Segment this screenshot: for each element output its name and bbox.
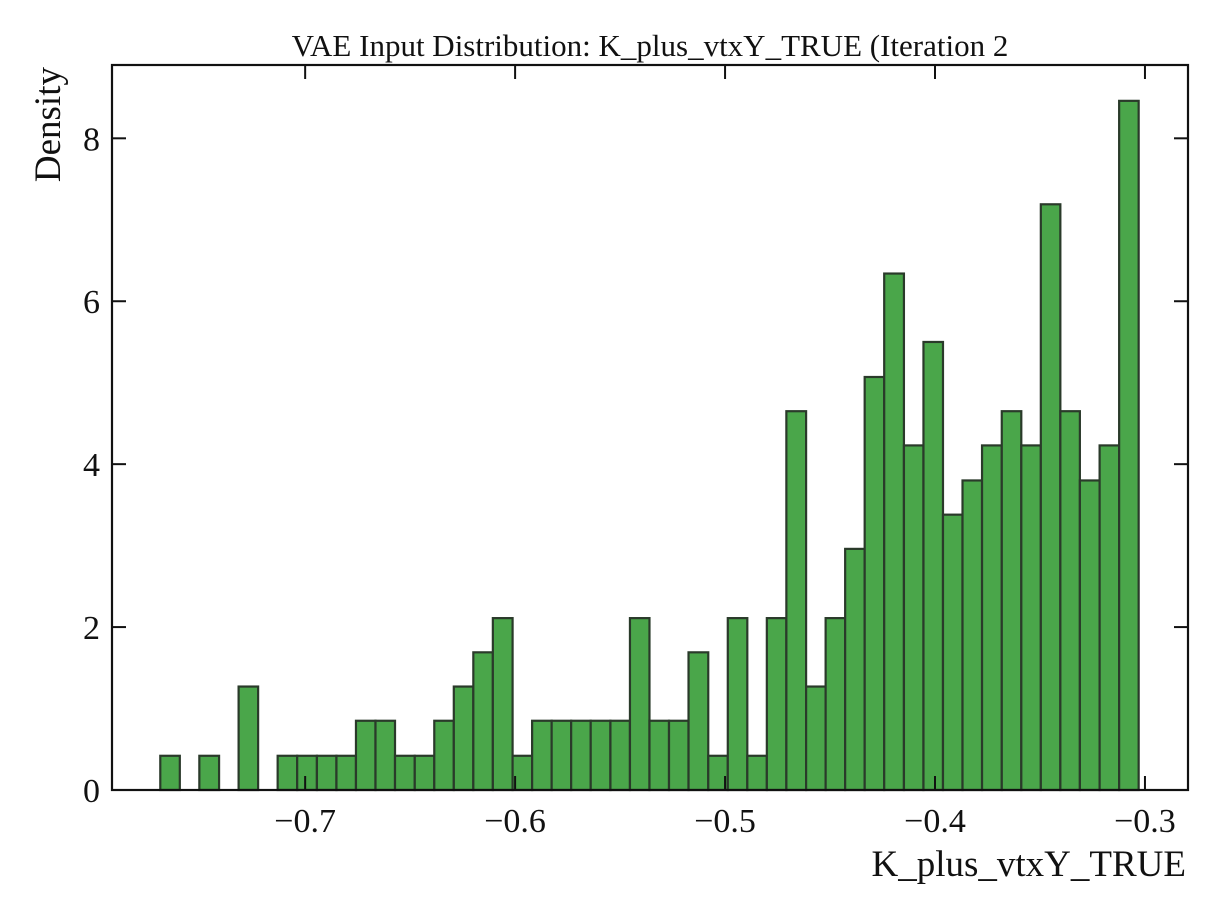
bar <box>648 719 671 792</box>
bar <box>667 719 690 792</box>
x-tick-label: −0.5 <box>694 803 756 840</box>
bar <box>159 754 181 792</box>
x-tick-label: −0.6 <box>484 803 546 840</box>
bar <box>1078 479 1101 792</box>
bar <box>922 340 945 792</box>
y-tick-label: 2 <box>83 610 100 647</box>
plot-frame <box>110 63 1190 792</box>
bar <box>628 617 651 792</box>
bar <box>335 754 358 792</box>
bar <box>804 685 827 792</box>
bar <box>1039 203 1062 792</box>
bar <box>550 719 573 792</box>
bar <box>941 513 964 792</box>
bar <box>1098 444 1121 792</box>
bar <box>765 617 788 792</box>
bar <box>726 617 749 792</box>
bar <box>276 754 299 792</box>
y-axis-label: Density <box>28 67 69 183</box>
bar <box>961 479 984 792</box>
chart-title: VAE Input Distribution: K_plus_vtxY_TRUE… <box>292 28 1009 63</box>
y-tick-label: 4 <box>83 447 100 484</box>
bar <box>393 754 416 792</box>
bar <box>531 719 553 792</box>
bar <box>570 719 592 792</box>
bar <box>609 719 632 792</box>
bar <box>785 410 808 792</box>
bar <box>315 754 338 792</box>
bar <box>374 719 397 792</box>
bar <box>296 754 319 792</box>
bar <box>844 547 866 792</box>
bar <box>589 719 612 792</box>
y-tick-label: 6 <box>83 284 100 321</box>
bar <box>452 685 475 792</box>
bar <box>413 754 436 792</box>
bar <box>980 444 1003 792</box>
bar <box>902 444 925 792</box>
x-tick-label: −0.3 <box>1114 803 1176 840</box>
bar <box>491 617 514 792</box>
y-tick-label: 0 <box>83 773 100 810</box>
bar <box>237 685 260 792</box>
bar <box>863 375 886 792</box>
bar <box>354 719 377 792</box>
bar <box>1059 410 1081 792</box>
bar <box>1118 99 1140 792</box>
x-tick-label: −0.7 <box>274 803 336 840</box>
bar <box>433 719 455 792</box>
bar <box>687 651 710 792</box>
bar <box>1000 410 1023 792</box>
y-tick-label: 8 <box>83 121 100 158</box>
bar <box>883 272 906 792</box>
bar <box>472 651 494 792</box>
bar <box>824 617 847 792</box>
bar <box>746 754 768 792</box>
bar <box>198 754 221 792</box>
x-axis-label: K_plus_vtxY_TRUE <box>872 844 1187 885</box>
x-tick-label: −0.4 <box>904 803 966 840</box>
bar <box>1020 444 1042 792</box>
